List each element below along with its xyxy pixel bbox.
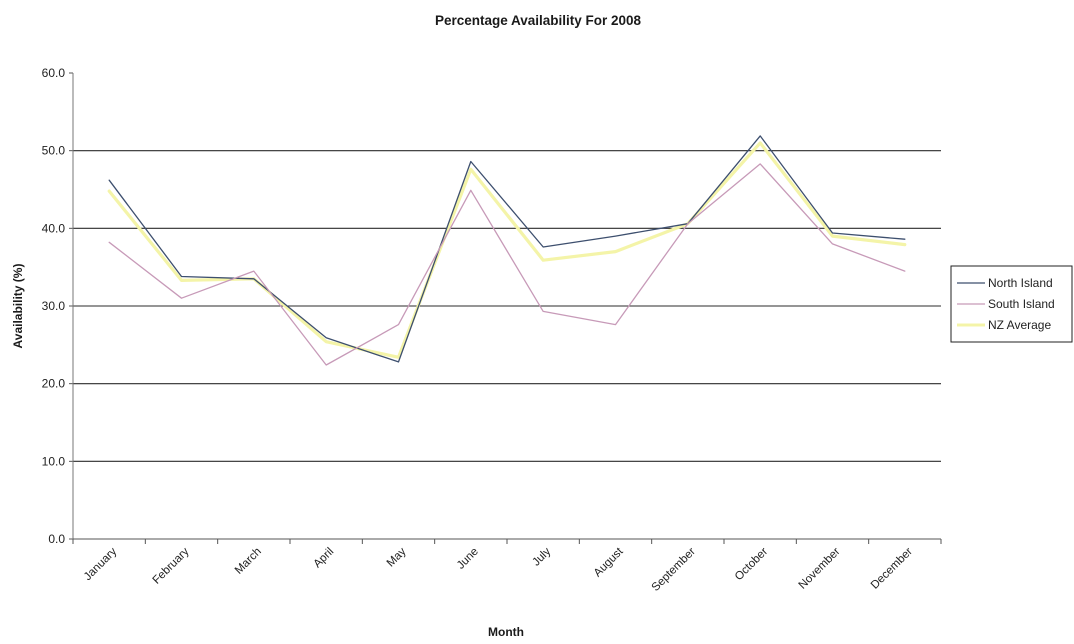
- axes: [69, 72, 942, 544]
- series-lines: [107, 135, 907, 366]
- legend: North Island South Island NZ Average: [950, 265, 1073, 343]
- x-tick-label: December: [869, 546, 915, 592]
- x-tick-label: June: [455, 546, 481, 572]
- y-tick-labels: 0.0 10.0 20.0 30.0 40.0 50.0 60.0: [42, 66, 66, 546]
- y-tick-label: 50.0: [42, 144, 66, 158]
- y-tick-label: 10.0: [42, 454, 66, 468]
- y-tick-label: 60.0: [42, 66, 66, 80]
- x-axis-label: Month: [488, 625, 524, 639]
- x-tick-labels: January February March April May June July Augu…: [82, 545, 915, 594]
- gridlines: [73, 150, 941, 462]
- x-tick-label: November: [797, 546, 843, 592]
- y-tick-label: 20.0: [42, 377, 66, 391]
- y-axis-label: Availability (%): [11, 264, 25, 349]
- x-tick-label: October: [733, 546, 771, 584]
- legend-label: South Island: [988, 297, 1055, 311]
- x-tick-label: May: [385, 545, 409, 569]
- x-tick-label: August: [592, 545, 626, 579]
- y-tick-label: 40.0: [42, 221, 66, 235]
- chart-title: Percentage Availability For 2008: [435, 13, 642, 28]
- x-tick-label: March: [233, 546, 264, 577]
- y-tick-label: 0.0: [48, 532, 65, 546]
- y-tick-label: 30.0: [42, 299, 66, 313]
- series-line-north-island: [108, 135, 906, 363]
- x-tick-label: April: [312, 546, 337, 571]
- series-line-south-island: [108, 163, 906, 366]
- legend-label: NZ Average: [988, 318, 1051, 332]
- legend-label: North Island: [988, 276, 1053, 290]
- x-tick-label: July: [530, 545, 553, 568]
- x-tick-label: January: [82, 545, 120, 583]
- x-tick-label: September: [650, 546, 698, 594]
- x-tick-label: February: [151, 545, 192, 586]
